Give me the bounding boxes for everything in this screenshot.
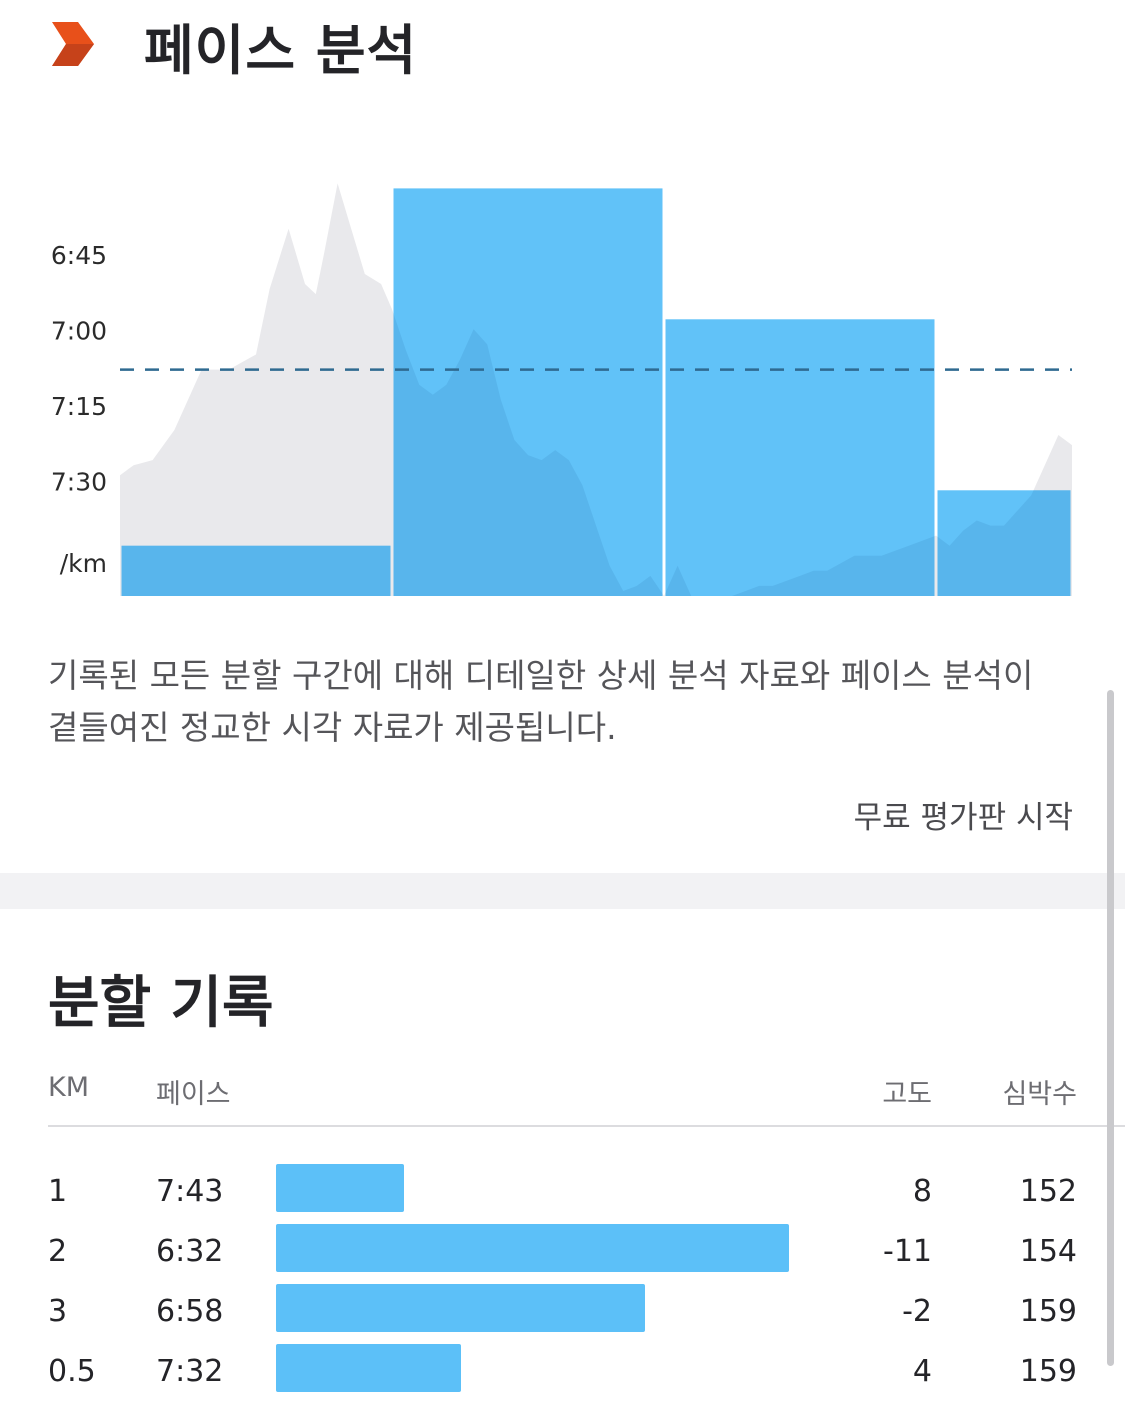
strava-chevron-icon bbox=[52, 22, 94, 66]
y-tick-label: 7:15 bbox=[51, 392, 107, 421]
split-bar bbox=[665, 319, 935, 596]
split-elevation: -11 bbox=[883, 1234, 932, 1269]
split-elevation: -2 bbox=[902, 1294, 932, 1329]
column-header-heart-rate: 심박수 bbox=[1002, 1079, 1077, 1110]
page-header: 페이스 분석 bbox=[0, 0, 1125, 90]
split-pace: 6:58 bbox=[156, 1294, 224, 1329]
split-heart-rate: 159 bbox=[1019, 1294, 1077, 1329]
split-pace: 6:32 bbox=[156, 1234, 224, 1269]
split-row: 3 6:58 -2 159 bbox=[0, 1284, 1125, 1344]
page-title: 페이스 분석 bbox=[144, 19, 418, 82]
section-divider bbox=[0, 873, 1125, 909]
pace-chart-svg: 6:45 7:00 7:15 7:30/km bbox=[51, 183, 1072, 596]
scrollbar[interactable] bbox=[1107, 690, 1114, 1366]
split-km: 2 bbox=[48, 1234, 68, 1269]
split-km: 0.5 bbox=[48, 1354, 96, 1389]
pace-trace-area bbox=[120, 183, 1072, 596]
split-pace-bar bbox=[276, 1224, 789, 1272]
feature-description: 기록된 모든 분할 구간에 대해 디테일한 상세 분석 자료와 페이스 분석이 … bbox=[48, 656, 1034, 747]
split-pace: 7:43 bbox=[156, 1174, 224, 1209]
table-divider bbox=[48, 1125, 1125, 1127]
split-km: 3 bbox=[48, 1294, 68, 1329]
column-header-elevation: 고도 bbox=[882, 1079, 932, 1110]
split-pace-bar bbox=[276, 1344, 461, 1392]
split-bar bbox=[121, 545, 391, 596]
split-heart-rate: 154 bbox=[1019, 1234, 1077, 1269]
split-bar bbox=[393, 188, 663, 596]
split-row: 2 6:32 -11 154 bbox=[0, 1224, 1125, 1284]
split-heart-rate: 152 bbox=[1019, 1174, 1077, 1209]
y-unit-label: /km bbox=[60, 549, 107, 578]
column-header-km: KM bbox=[48, 1072, 90, 1103]
split-elevation: 4 bbox=[912, 1354, 932, 1389]
split-heart-rate: 159 bbox=[1019, 1354, 1077, 1389]
splits-table-header: KM 페이스 고도 심박수 bbox=[0, 1066, 1125, 1116]
y-tick-label: 7:30 bbox=[51, 467, 107, 496]
column-header-pace: 페이스 bbox=[156, 1079, 231, 1110]
split-pace-bar bbox=[276, 1284, 645, 1332]
split-bar bbox=[937, 490, 1071, 596]
split-pace-bar bbox=[276, 1164, 404, 1212]
start-free-trial-link[interactable]: 무료 평가판 시작 bbox=[853, 800, 1073, 836]
split-row: 1 7:43 8 152 bbox=[0, 1164, 1125, 1224]
split-km: 1 bbox=[48, 1174, 68, 1209]
split-elevation: 8 bbox=[912, 1174, 932, 1209]
y-tick-label: 6:45 bbox=[51, 241, 107, 270]
splits-title: 분할 기록 bbox=[48, 971, 274, 1036]
split-pace: 7:32 bbox=[156, 1354, 224, 1389]
y-tick-label: 7:00 bbox=[51, 316, 107, 345]
pace-chart: 6:45 7:00 7:15 7:30/km bbox=[0, 90, 1125, 610]
split-row: 0.5 7:32 4 159 bbox=[0, 1344, 1125, 1404]
